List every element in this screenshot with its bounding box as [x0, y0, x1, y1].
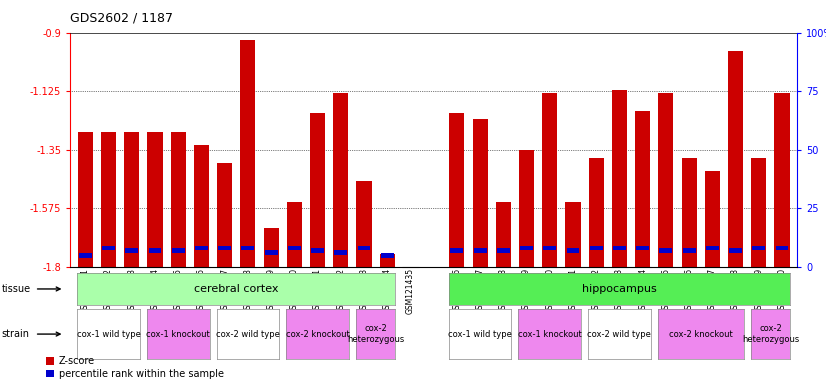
Bar: [310, 113, 325, 267]
Bar: [102, 246, 115, 250]
Bar: [126, 248, 138, 253]
Bar: [682, 248, 695, 253]
Bar: [658, 93, 673, 267]
Bar: [449, 113, 464, 267]
Bar: [636, 246, 649, 250]
Bar: [567, 248, 579, 253]
Bar: [380, 254, 395, 267]
Bar: [357, 181, 372, 267]
Bar: [590, 246, 603, 250]
Bar: [287, 202, 301, 267]
Bar: [263, 228, 278, 267]
Bar: [149, 248, 161, 253]
Bar: [241, 246, 254, 250]
Bar: [335, 250, 347, 255]
Bar: [520, 246, 533, 250]
Bar: [544, 246, 556, 250]
Bar: [450, 248, 463, 253]
Bar: [751, 157, 767, 267]
Text: cox-2
heterozygous: cox-2 heterozygous: [347, 324, 404, 344]
Text: GDS2602 / 1187: GDS2602 / 1187: [70, 12, 173, 25]
Bar: [171, 132, 186, 267]
Bar: [752, 246, 765, 250]
Bar: [729, 248, 742, 253]
Bar: [705, 170, 720, 267]
Text: cox-1 knockout: cox-1 knockout: [518, 329, 582, 339]
Bar: [124, 132, 140, 267]
Text: cox-2 wild type: cox-2 wild type: [216, 329, 280, 339]
Bar: [381, 253, 394, 258]
Bar: [172, 248, 185, 253]
Text: cox-2 wild type: cox-2 wild type: [587, 329, 652, 339]
Bar: [217, 163, 232, 267]
Text: cerebral cortex: cerebral cortex: [194, 284, 278, 294]
Text: cox-1 knockout: cox-1 knockout: [146, 329, 210, 339]
Bar: [706, 246, 719, 250]
Bar: [635, 111, 650, 267]
Text: cox-1 wild type: cox-1 wild type: [77, 329, 140, 339]
Bar: [79, 253, 92, 258]
Bar: [195, 246, 208, 250]
Bar: [776, 246, 788, 250]
Bar: [333, 93, 349, 267]
Text: hippocampus: hippocampus: [582, 284, 657, 294]
Bar: [775, 93, 790, 267]
Text: cox-2 knockout: cox-2 knockout: [669, 329, 733, 339]
Bar: [218, 246, 231, 250]
Text: cox-2
heterozygous: cox-2 heterozygous: [742, 324, 799, 344]
Bar: [542, 93, 558, 267]
Bar: [311, 248, 324, 253]
Bar: [473, 248, 487, 253]
Bar: [264, 250, 278, 255]
Bar: [358, 246, 370, 250]
Bar: [566, 202, 581, 267]
Bar: [496, 202, 510, 267]
Legend: Z-score, percentile rank within the sample: Z-score, percentile rank within the samp…: [46, 356, 224, 379]
Bar: [613, 246, 626, 250]
Bar: [194, 144, 209, 267]
Bar: [147, 132, 163, 267]
Bar: [659, 248, 672, 253]
Bar: [681, 157, 696, 267]
Text: strain: strain: [2, 329, 30, 339]
Bar: [612, 90, 627, 267]
Bar: [472, 119, 487, 267]
Text: cox-2 knockout: cox-2 knockout: [286, 329, 349, 339]
Bar: [519, 150, 534, 267]
Text: tissue: tissue: [2, 284, 31, 294]
Bar: [101, 132, 116, 267]
Bar: [240, 40, 255, 267]
Bar: [497, 248, 510, 253]
Bar: [288, 246, 301, 250]
Bar: [728, 51, 743, 267]
Bar: [589, 157, 604, 267]
Text: cox-1 wild type: cox-1 wild type: [449, 329, 512, 339]
Bar: [78, 132, 93, 267]
